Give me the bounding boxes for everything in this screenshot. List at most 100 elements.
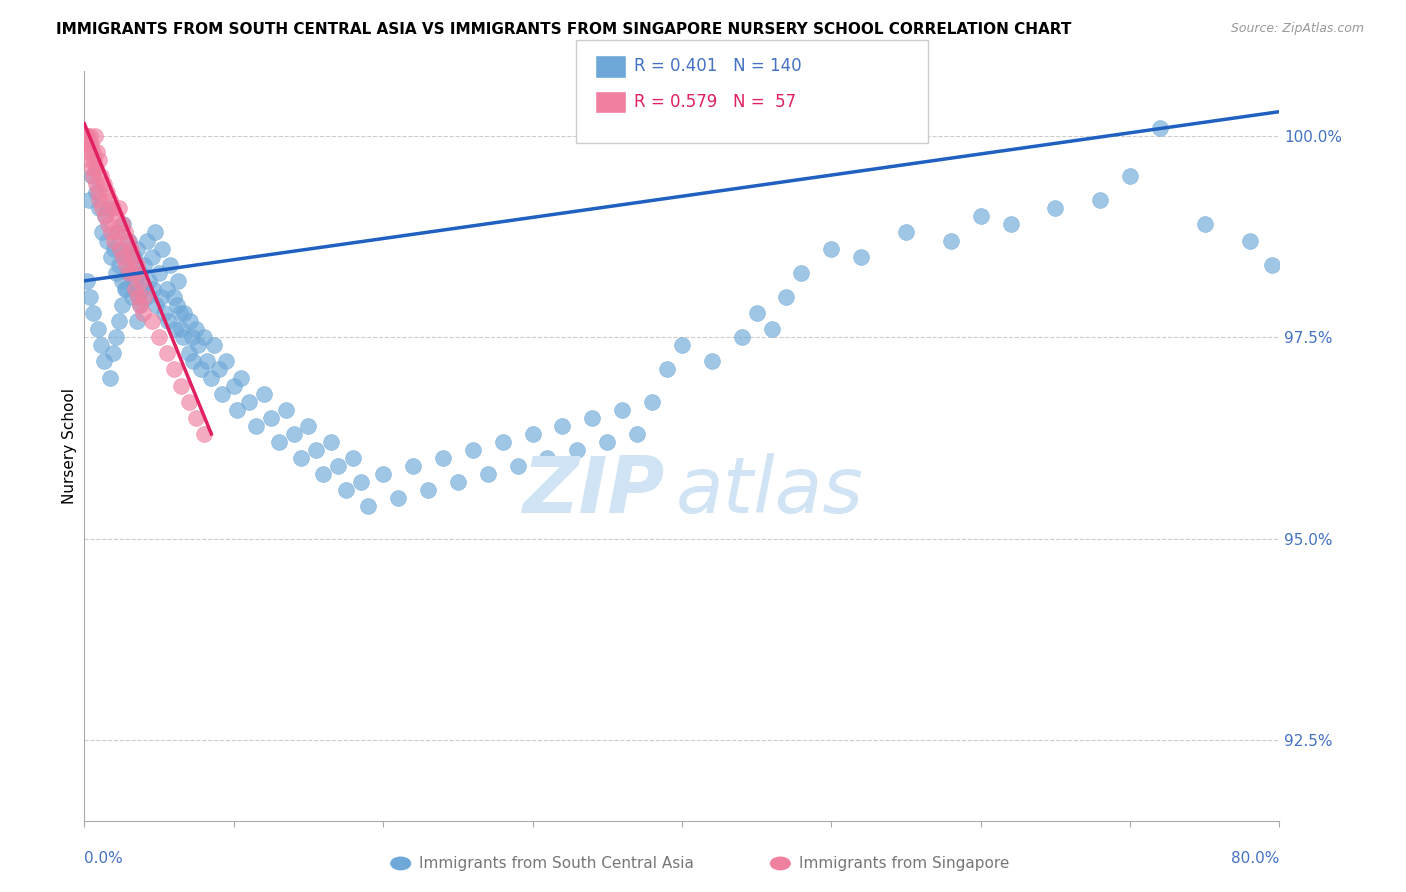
Point (790, 266, 813, 280)
Point (115, 282, 138, 296)
Point (211, 386, 233, 401)
Point (117, 266, 139, 280)
Point (567, 443, 589, 458)
Point (225, 402, 247, 417)
Point (387, 491, 409, 506)
Point (108, 314, 131, 328)
Point (245, 418, 267, 433)
Point (103, 242, 125, 256)
Point (120, 242, 142, 256)
Point (93, 177, 115, 191)
Point (195, 354, 218, 368)
Point (129, 282, 152, 296)
Point (91, 202, 114, 216)
Point (110, 242, 132, 256)
Point (98, 194, 121, 208)
Point (101, 346, 124, 360)
Point (97, 202, 120, 216)
Point (492, 434, 515, 449)
Point (83, 153, 105, 167)
Point (135, 290, 157, 304)
Point (820, 242, 842, 256)
Point (129, 274, 152, 288)
Point (93, 354, 115, 368)
Point (215, 354, 238, 368)
Point (970, 210, 993, 224)
Point (165, 322, 187, 336)
Point (118, 234, 141, 248)
Point (193, 426, 215, 441)
Point (79, 153, 101, 167)
Point (76, 128, 98, 143)
Point (114, 282, 136, 296)
Point (1149, 120, 1171, 135)
Point (432, 451, 454, 466)
Point (328, 459, 350, 474)
Text: IMMIGRANTS FROM SOUTH CENTRAL ASIA VS IMMIGRANTS FROM SINGAPORE NURSERY SCHOOL C: IMMIGRANTS FROM SOUTH CENTRAL ASIA VS IM… (56, 22, 1071, 37)
Text: atlas: atlas (676, 453, 863, 529)
Point (402, 459, 425, 474)
Point (461, 443, 484, 458)
Point (82, 145, 104, 159)
Point (114, 250, 136, 264)
Point (260, 410, 283, 425)
Point (77, 145, 100, 159)
Point (112, 250, 135, 264)
Point (183, 354, 205, 368)
Point (80, 136, 103, 151)
Point (129, 298, 152, 312)
Point (77, 194, 100, 208)
Point (641, 394, 664, 409)
Point (80, 161, 103, 175)
Point (350, 475, 373, 490)
Point (700, 354, 723, 368)
Text: R = 0.401   N = 140: R = 0.401 N = 140 (634, 57, 801, 75)
Point (90, 169, 112, 183)
Point (100, 226, 122, 240)
Point (86, 145, 108, 159)
Point (155, 346, 177, 360)
Point (76, 128, 98, 143)
Point (114, 226, 136, 240)
Point (145, 298, 167, 312)
Point (149, 290, 172, 304)
Point (312, 467, 335, 482)
Point (138, 274, 160, 288)
Point (89, 194, 111, 208)
Point (124, 274, 146, 288)
Point (186, 410, 208, 425)
Point (142, 282, 165, 296)
Point (655, 362, 678, 376)
Point (131, 306, 153, 320)
Y-axis label: Nursery School: Nursery School (62, 388, 77, 504)
Point (107, 258, 129, 272)
Point (118, 266, 141, 280)
Point (101, 202, 124, 216)
Point (612, 402, 634, 417)
Point (77, 136, 100, 151)
Point (150, 242, 173, 256)
Point (1261, 258, 1284, 272)
Point (163, 290, 186, 304)
Point (1119, 169, 1142, 183)
Point (125, 258, 148, 272)
Point (87, 322, 110, 336)
Point (127, 290, 149, 304)
Point (274, 402, 297, 417)
Point (96, 185, 118, 199)
Point (179, 314, 201, 328)
Text: 80.0%: 80.0% (1232, 851, 1279, 866)
Point (122, 250, 145, 264)
Point (238, 394, 260, 409)
Point (170, 322, 193, 336)
Point (357, 500, 380, 514)
Point (105, 330, 128, 344)
Point (939, 234, 962, 248)
Point (745, 306, 768, 320)
Point (141, 314, 163, 328)
Point (115, 258, 138, 272)
Point (75, 128, 97, 143)
Point (87, 153, 110, 167)
Point (117, 234, 139, 248)
Point (373, 467, 395, 482)
